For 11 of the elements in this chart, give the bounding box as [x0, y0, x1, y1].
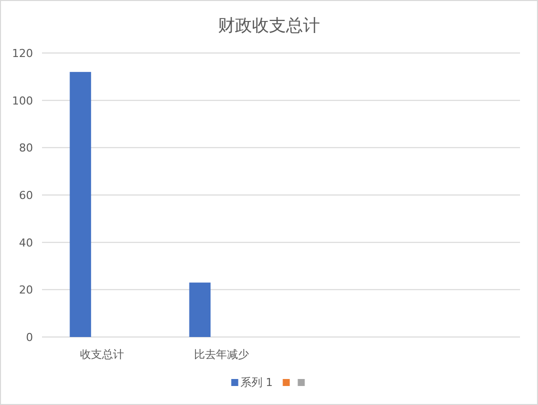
chart-title: 财政收支总计: [218, 16, 320, 36]
x-tick-label: 收支总计: [80, 348, 124, 361]
y-tick-label: 20: [19, 284, 33, 297]
legend-label: 系列 1: [240, 376, 273, 389]
y-tick-label: 100: [12, 94, 33, 108]
y-tick-label: 0: [26, 331, 33, 344]
y-tick-label: 120: [12, 47, 33, 60]
y-tick-label: 40: [19, 236, 33, 250]
y-tick-label: 60: [19, 189, 33, 202]
y-tick-label: 80: [19, 142, 33, 155]
x-tick-label: 比去年减少: [194, 348, 249, 361]
